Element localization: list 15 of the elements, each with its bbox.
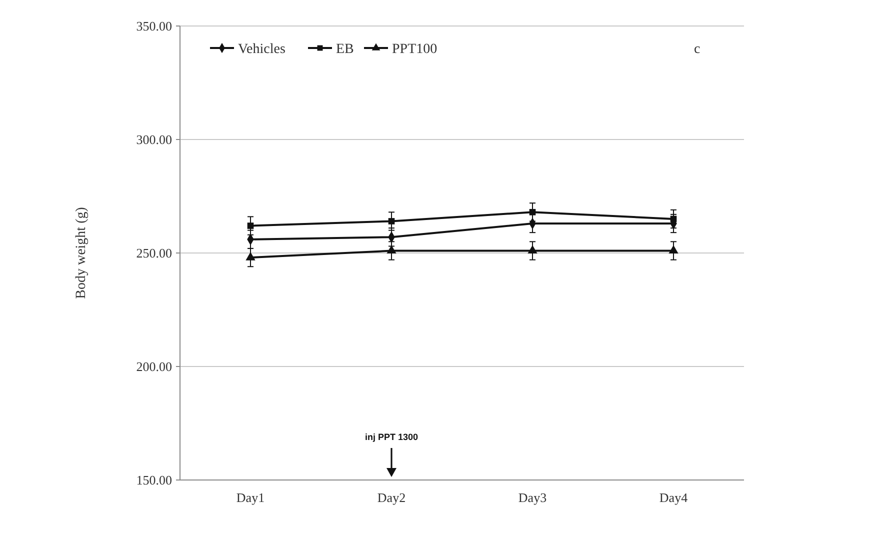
legend-label: PPT100: [392, 42, 438, 57]
x-tick-label: Day2: [377, 490, 406, 505]
y-tick-label: 150.00: [136, 472, 172, 488]
y-tick-label: 350.00: [136, 18, 172, 34]
y-tick-label: 200.00: [136, 359, 172, 374]
legend-label: EB: [336, 42, 354, 57]
x-tick-label: Day3: [518, 490, 547, 505]
y-tick-label: 250.00: [136, 246, 172, 261]
x-tick-label: Day4: [659, 490, 688, 505]
y-axis-title: Body weight (g): [74, 206, 89, 299]
legend-label: Vehicles: [238, 42, 286, 57]
y-tick-label: 300.00: [136, 132, 172, 148]
annotation: inj PPT 1300: [364, 432, 418, 442]
x-tick-label: Day1: [236, 490, 265, 505]
annotation: c: [694, 42, 700, 57]
